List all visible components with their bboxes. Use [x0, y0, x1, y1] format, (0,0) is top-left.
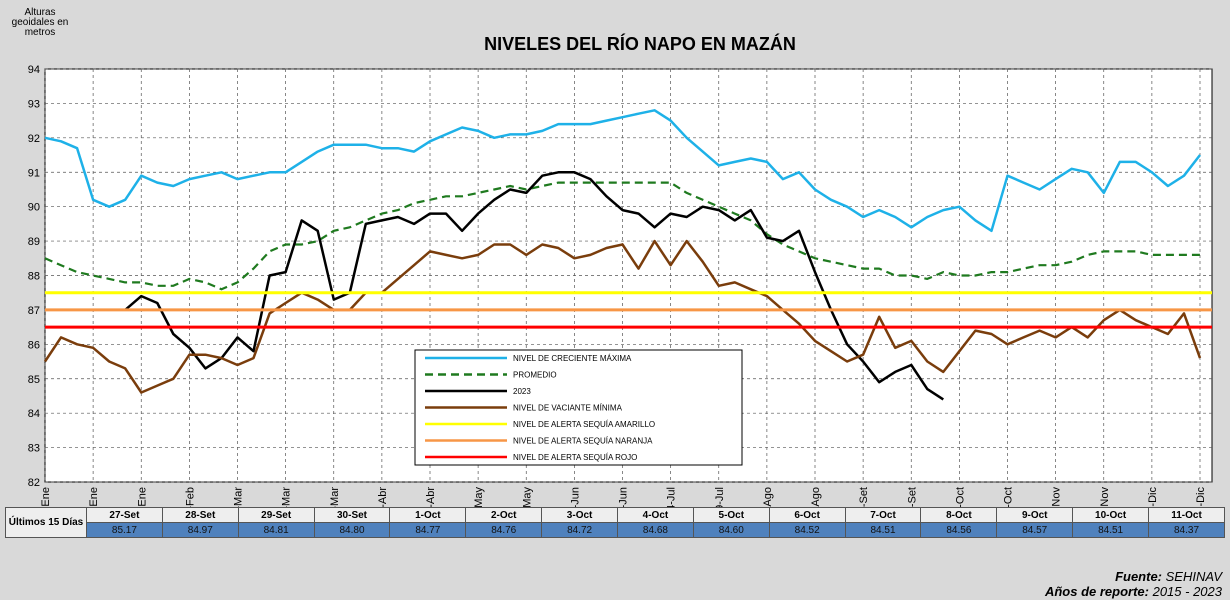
source: SEHINAV: [1165, 569, 1222, 584]
table-date: 8-Oct: [920, 507, 998, 523]
series-line: [44, 181, 1200, 291]
legend-label: NIVEL DE ALERTA SEQUÍA AMARILLO: [513, 420, 655, 429]
table-date: 4-Oct: [617, 507, 694, 523]
table-date: 3-Oct: [541, 507, 619, 523]
y-tick-label: 82: [28, 477, 40, 489]
y-tick-label: 92: [28, 133, 40, 145]
table-date: 28-Set: [161, 507, 239, 523]
y-tick-label: 87: [28, 305, 40, 317]
legend-label: NIVEL DE ALERTA SEQUÍA ROJO: [513, 453, 637, 462]
legend-label: NIVEL DE ALERTA SEQUÍA NARANJA: [513, 437, 653, 446]
y-tick-label: 93: [28, 98, 40, 110]
y-tick-label: 94: [28, 64, 40, 76]
table-value: 84.57: [996, 522, 1074, 538]
y-tick-label: 86: [28, 339, 40, 351]
y-tick-label: 91: [28, 167, 40, 179]
legend-label: NIVEL DE CRECIENTE MÁXIMA: [513, 354, 632, 363]
table-date: 29-Set: [237, 507, 315, 523]
y-tick-label: 84: [28, 408, 40, 420]
table-value: 84.60: [692, 522, 770, 538]
table-date: 11-Oct: [1148, 507, 1225, 523]
y-tick-label: 90: [28, 202, 40, 214]
table-row: 85.17 84.97 84.81 84.80 84.77 84.76 84.72 84.68…: [6, 522, 1225, 538]
legend-label: 2023: [513, 387, 531, 396]
table-value: 84.51: [1072, 522, 1150, 538]
years-label: Años de reporte:: [1044, 584, 1149, 599]
table-date: 27-Set: [86, 507, 163, 523]
series-line: [124, 171, 944, 401]
table-value: 84.80: [313, 522, 391, 538]
table-value: 84.68: [617, 522, 694, 538]
series-line: [44, 109, 1201, 233]
legend-label: PROMEDIO: [513, 371, 557, 380]
table-value: 84.72: [541, 522, 619, 538]
y-tick-label: 85: [28, 374, 40, 386]
y-tick-label: 88: [28, 271, 40, 283]
source-label: Fuente:: [1115, 569, 1163, 584]
table-date: 2-Oct: [465, 507, 543, 523]
y-tick-label: 89: [28, 236, 40, 248]
table-value: 84.37: [1148, 522, 1225, 538]
table-value: 84.51: [844, 522, 922, 538]
table-value: 84.52: [768, 522, 846, 538]
data-table: Últimos 15 Días 27-Set 28-Set 29-Set 30-Set 1…: [5, 507, 1225, 538]
table-date: 7-Oct: [844, 507, 922, 523]
legend-label: NIVEL DE VACIANTE MÍNIMA: [513, 404, 623, 413]
y-tick-label: 83: [28, 443, 40, 455]
table-date: 9-Oct: [996, 507, 1074, 523]
table-label: Últimos 15 Días: [5, 507, 87, 538]
table-date: 5-Oct: [692, 507, 770, 523]
table-value: 85.17: [86, 522, 163, 538]
table-row: Últimos 15 Días 27-Set 28-Set 29-Set 30-Set 1…: [5, 507, 1225, 538]
table-value: 84.76: [465, 522, 543, 538]
table-date: 30-Set: [313, 507, 391, 523]
y-axis-label: Alturas geoidales en metros: [11, 7, 69, 38]
table-value: 84.77: [389, 522, 467, 538]
table-value: 84.81: [237, 522, 315, 538]
footer: Fuente: SEHINAV Años de reporte: 2015 - …: [1045, 569, 1222, 599]
table-date: 1-Oct: [389, 507, 467, 523]
chart-title: NIVELES DEL RÍO NAPO EN MAZÁN: [484, 33, 796, 54]
table-date: 6-Oct: [768, 507, 846, 523]
series-line: [43, 239, 1202, 394]
table-value: 84.56: [920, 522, 998, 538]
years: 2015 - 2023: [1152, 584, 1222, 599]
table-value: 84.97: [161, 522, 239, 538]
table-date: 10-Oct: [1072, 507, 1150, 523]
